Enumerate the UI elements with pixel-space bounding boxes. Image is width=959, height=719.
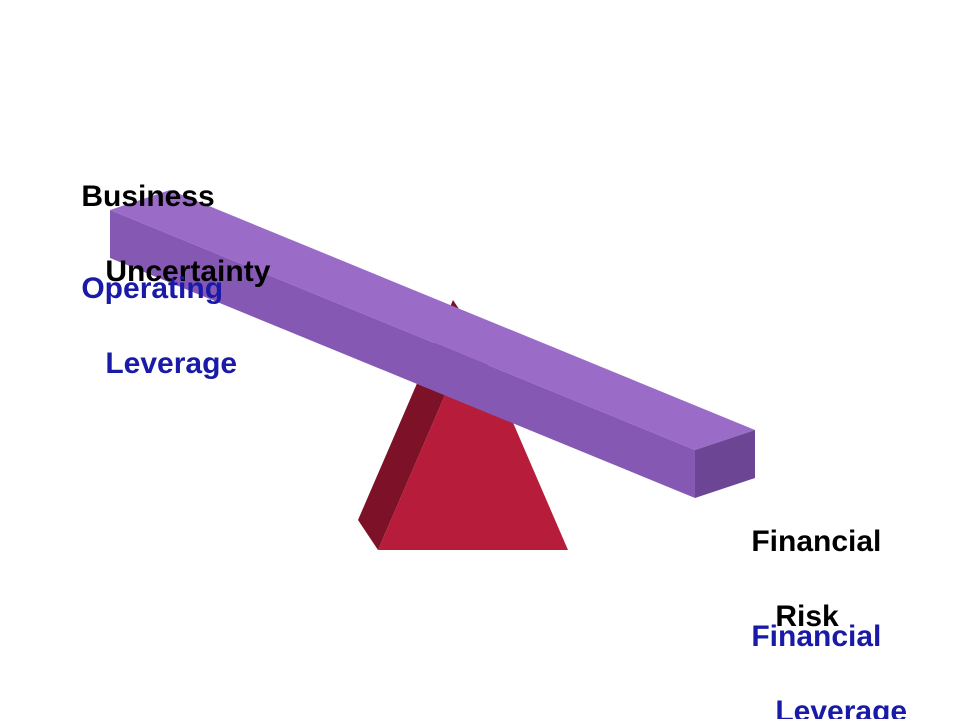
label-line2: Leverage	[751, 695, 907, 719]
diagram-stage: Business Uncertainty Operating Leverage …	[0, 0, 959, 719]
label-line1: Operating	[81, 272, 223, 305]
label-line1: Financial	[751, 525, 881, 558]
label-financial-leverage: Financial Leverage	[718, 580, 907, 719]
label-line2: Leverage	[81, 347, 237, 380]
label-line1: Financial	[751, 620, 881, 653]
label-line1: Business	[81, 180, 214, 213]
label-operating-leverage: Operating Leverage	[48, 232, 237, 420]
